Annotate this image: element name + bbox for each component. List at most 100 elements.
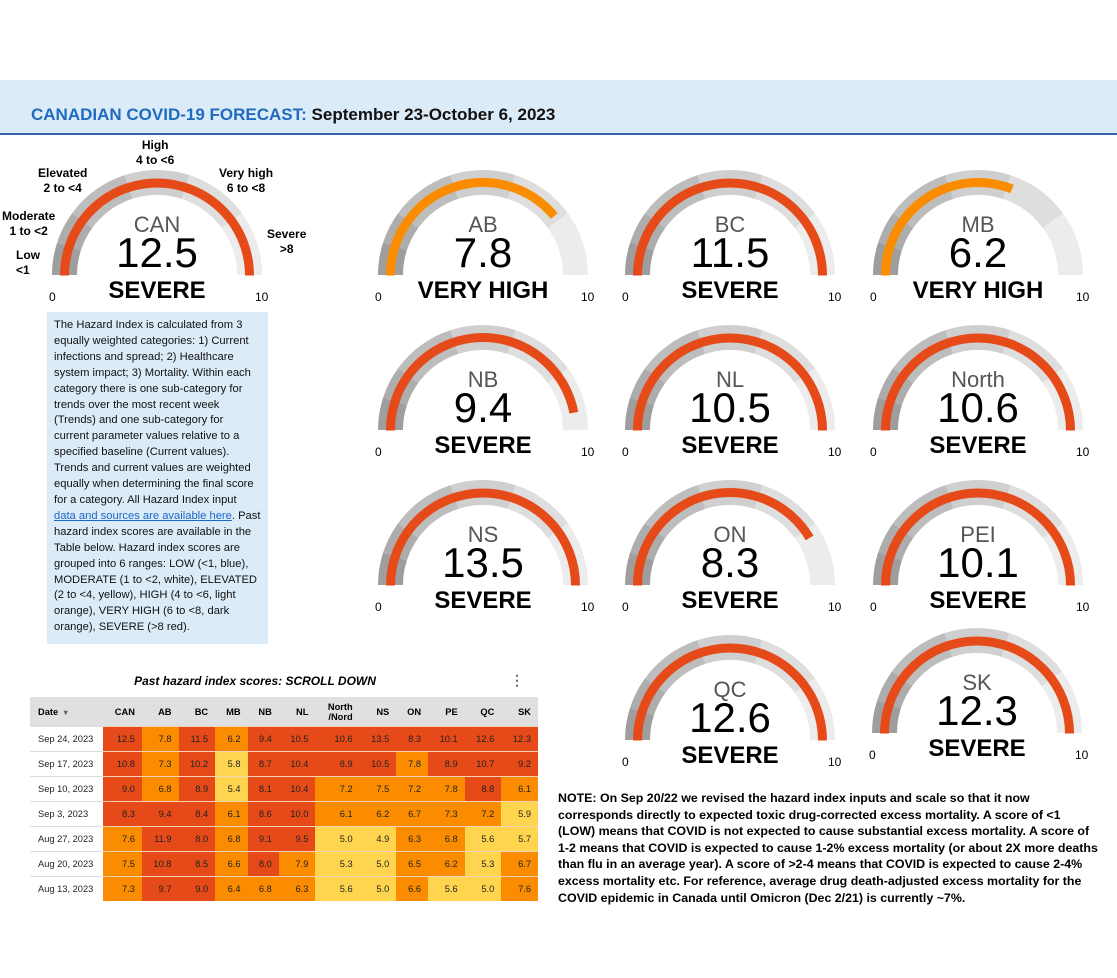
gauge-value: 10.1 — [937, 539, 1019, 586]
gauge-value: 12.3 — [936, 687, 1018, 734]
gauge-value: 10.5 — [689, 384, 771, 431]
cell-date: Sep 17, 2023 — [30, 751, 103, 777]
table-row: Sep 17, 2023 10.8 7.3 10.2 5.8 8.7 10.4 8.9 10.5… — [30, 751, 538, 777]
gauge-region-name: NL — [715, 367, 745, 392]
cell-score: 11.5 — [178, 726, 216, 752]
gauge-region-name: PEI — [960, 522, 996, 547]
gauge-region-name: North — [951, 367, 1005, 392]
column-header-nl[interactable]: NL — [278, 697, 316, 727]
gauge-max-label: 10 — [255, 290, 269, 304]
range-name: Elevated — [38, 166, 88, 180]
column-header-bc[interactable]: BC — [178, 697, 216, 727]
gauge-sk: SK 12.3 SEVERE 0 10 — [869, 628, 1112, 778]
range-label-severe: Severe >8 — [267, 227, 306, 257]
cell-score: 10.6 — [315, 726, 360, 752]
gauge-max-label: 10 — [581, 290, 595, 304]
cell-date: Sep 10, 2023 — [30, 776, 103, 802]
gauge-arc — [625, 635, 835, 741]
gauge-value: 7.8 — [453, 229, 513, 276]
gauge-max-label: 10 — [581, 600, 595, 614]
range-label-moderate: Moderate 1 to <2 — [2, 209, 55, 239]
column-header-date[interactable]: Date ▾ — [30, 697, 103, 727]
table-row: Sep 24, 2023 12.5 7.8 11.5 6.2 9.4 10.5 10.6 13.… — [30, 726, 538, 752]
gauge-arc — [378, 325, 588, 431]
cell-score: 6.1 — [315, 801, 360, 827]
scale-revision-note: NOTE: On Sep 20/22 we revised the hazard… — [558, 791, 1098, 905]
cell-score: 7.5 — [359, 776, 397, 802]
gauge-region-name: NB — [467, 367, 499, 392]
cell-score: 5.4 — [215, 776, 248, 802]
cell-score: 7.5 — [103, 851, 142, 877]
cell-score: 8.1 — [247, 776, 279, 802]
gauge-can: CAN 12.5 SEVERE 0 10 — [49, 170, 292, 320]
cell-score: 8.6 — [247, 801, 279, 827]
gauge-region-name: ON — [713, 522, 747, 547]
cell-score: 10.5 — [278, 726, 316, 752]
cell-score: 5.6 — [315, 876, 360, 901]
range-name: Severe — [267, 227, 307, 241]
column-header-north[interactable]: North/Nord — [315, 697, 360, 727]
cell-score: 9.0 — [103, 776, 142, 802]
cell-score: 6.7 — [501, 851, 538, 877]
cell-score: 8.4 — [178, 801, 216, 827]
cell-score: 12.3 — [501, 726, 538, 752]
column-header-mb[interactable]: MB — [215, 697, 248, 727]
cell-score: 8.8 — [464, 776, 502, 802]
column-header-qc[interactable]: QC — [464, 697, 502, 727]
gauge-value-arc — [632, 488, 814, 586]
cell-score: 7.8 — [428, 776, 465, 802]
cell-score: 5.9 — [501, 801, 538, 827]
cell-score: 8.0 — [247, 851, 279, 877]
gauge-level: SEVERE — [108, 277, 206, 304]
cell-score: 6.7 — [396, 801, 429, 827]
gauge-min-label: 0 — [49, 290, 56, 304]
gauge-value-arc — [881, 488, 1075, 586]
cell-score: 8.3 — [396, 726, 429, 752]
column-header-ab[interactable]: AB — [141, 697, 179, 727]
cell-score: 10.1 — [428, 726, 465, 752]
column-header-nb[interactable]: NB — [247, 697, 279, 727]
range-value: 6 to <8 — [226, 181, 266, 195]
more-vert-icon[interactable]: ⋮ — [510, 672, 524, 688]
title-brand: CANADIAN COVID-19 FORECAST: — [31, 105, 307, 124]
gauge-arc — [873, 325, 1083, 431]
range-value: 4 to <6 — [136, 153, 175, 167]
gauge-region-name: NS — [467, 522, 499, 547]
cell-date: Aug 20, 2023 — [30, 851, 103, 877]
cell-score: 6.1 — [215, 801, 248, 827]
gauge-qc: QC 12.6 SEVERE 0 10 — [622, 635, 865, 785]
cell-score: 7.6 — [103, 826, 142, 852]
gauge-value: 12.5 — [116, 229, 198, 276]
cell-score: 8.0 — [178, 826, 216, 852]
data-sources-link[interactable]: data and sources are available here — [54, 509, 232, 522]
cell-score: 9.4 — [141, 801, 179, 827]
cell-score: 7.8 — [396, 751, 429, 777]
gauge-level: SEVERE — [929, 587, 1027, 614]
column-label: /Nord — [328, 711, 353, 722]
cell-score: 6.6 — [215, 851, 248, 877]
gauge-value-arc — [633, 643, 827, 741]
gauge-value: 9.4 — [453, 384, 513, 431]
cell-score: 7.2 — [396, 776, 429, 802]
column-header-pe[interactable]: PE — [428, 697, 465, 727]
gauge-min-label: 0 — [869, 748, 876, 762]
cell-score: 7.3 — [103, 876, 142, 901]
gauge-min-label: 0 — [870, 600, 877, 614]
column-header-on[interactable]: ON — [396, 697, 429, 727]
column-header-sk[interactable]: SK — [501, 697, 538, 727]
cell-score: 6.2 — [359, 801, 397, 827]
gauge-arc — [625, 480, 835, 586]
cell-score: 6.8 — [141, 776, 179, 802]
cell-score: 9.1 — [247, 826, 279, 852]
gauge-region-name: SK — [962, 670, 992, 695]
range-label-elevated: Elevated 2 to <4 — [38, 166, 87, 196]
gauge-band-5 — [1042, 213, 1083, 275]
column-header-can[interactable]: CAN — [103, 697, 142, 727]
column-header-ns[interactable]: NS — [359, 697, 397, 727]
cell-score: 10.0 — [278, 801, 316, 827]
cell-score: 5.6 — [464, 826, 502, 852]
cell-score: 12.5 — [103, 726, 142, 752]
gauge-band-4 — [1002, 175, 1063, 228]
gauge-value-arc — [633, 178, 827, 276]
gauge-arc — [625, 325, 835, 431]
